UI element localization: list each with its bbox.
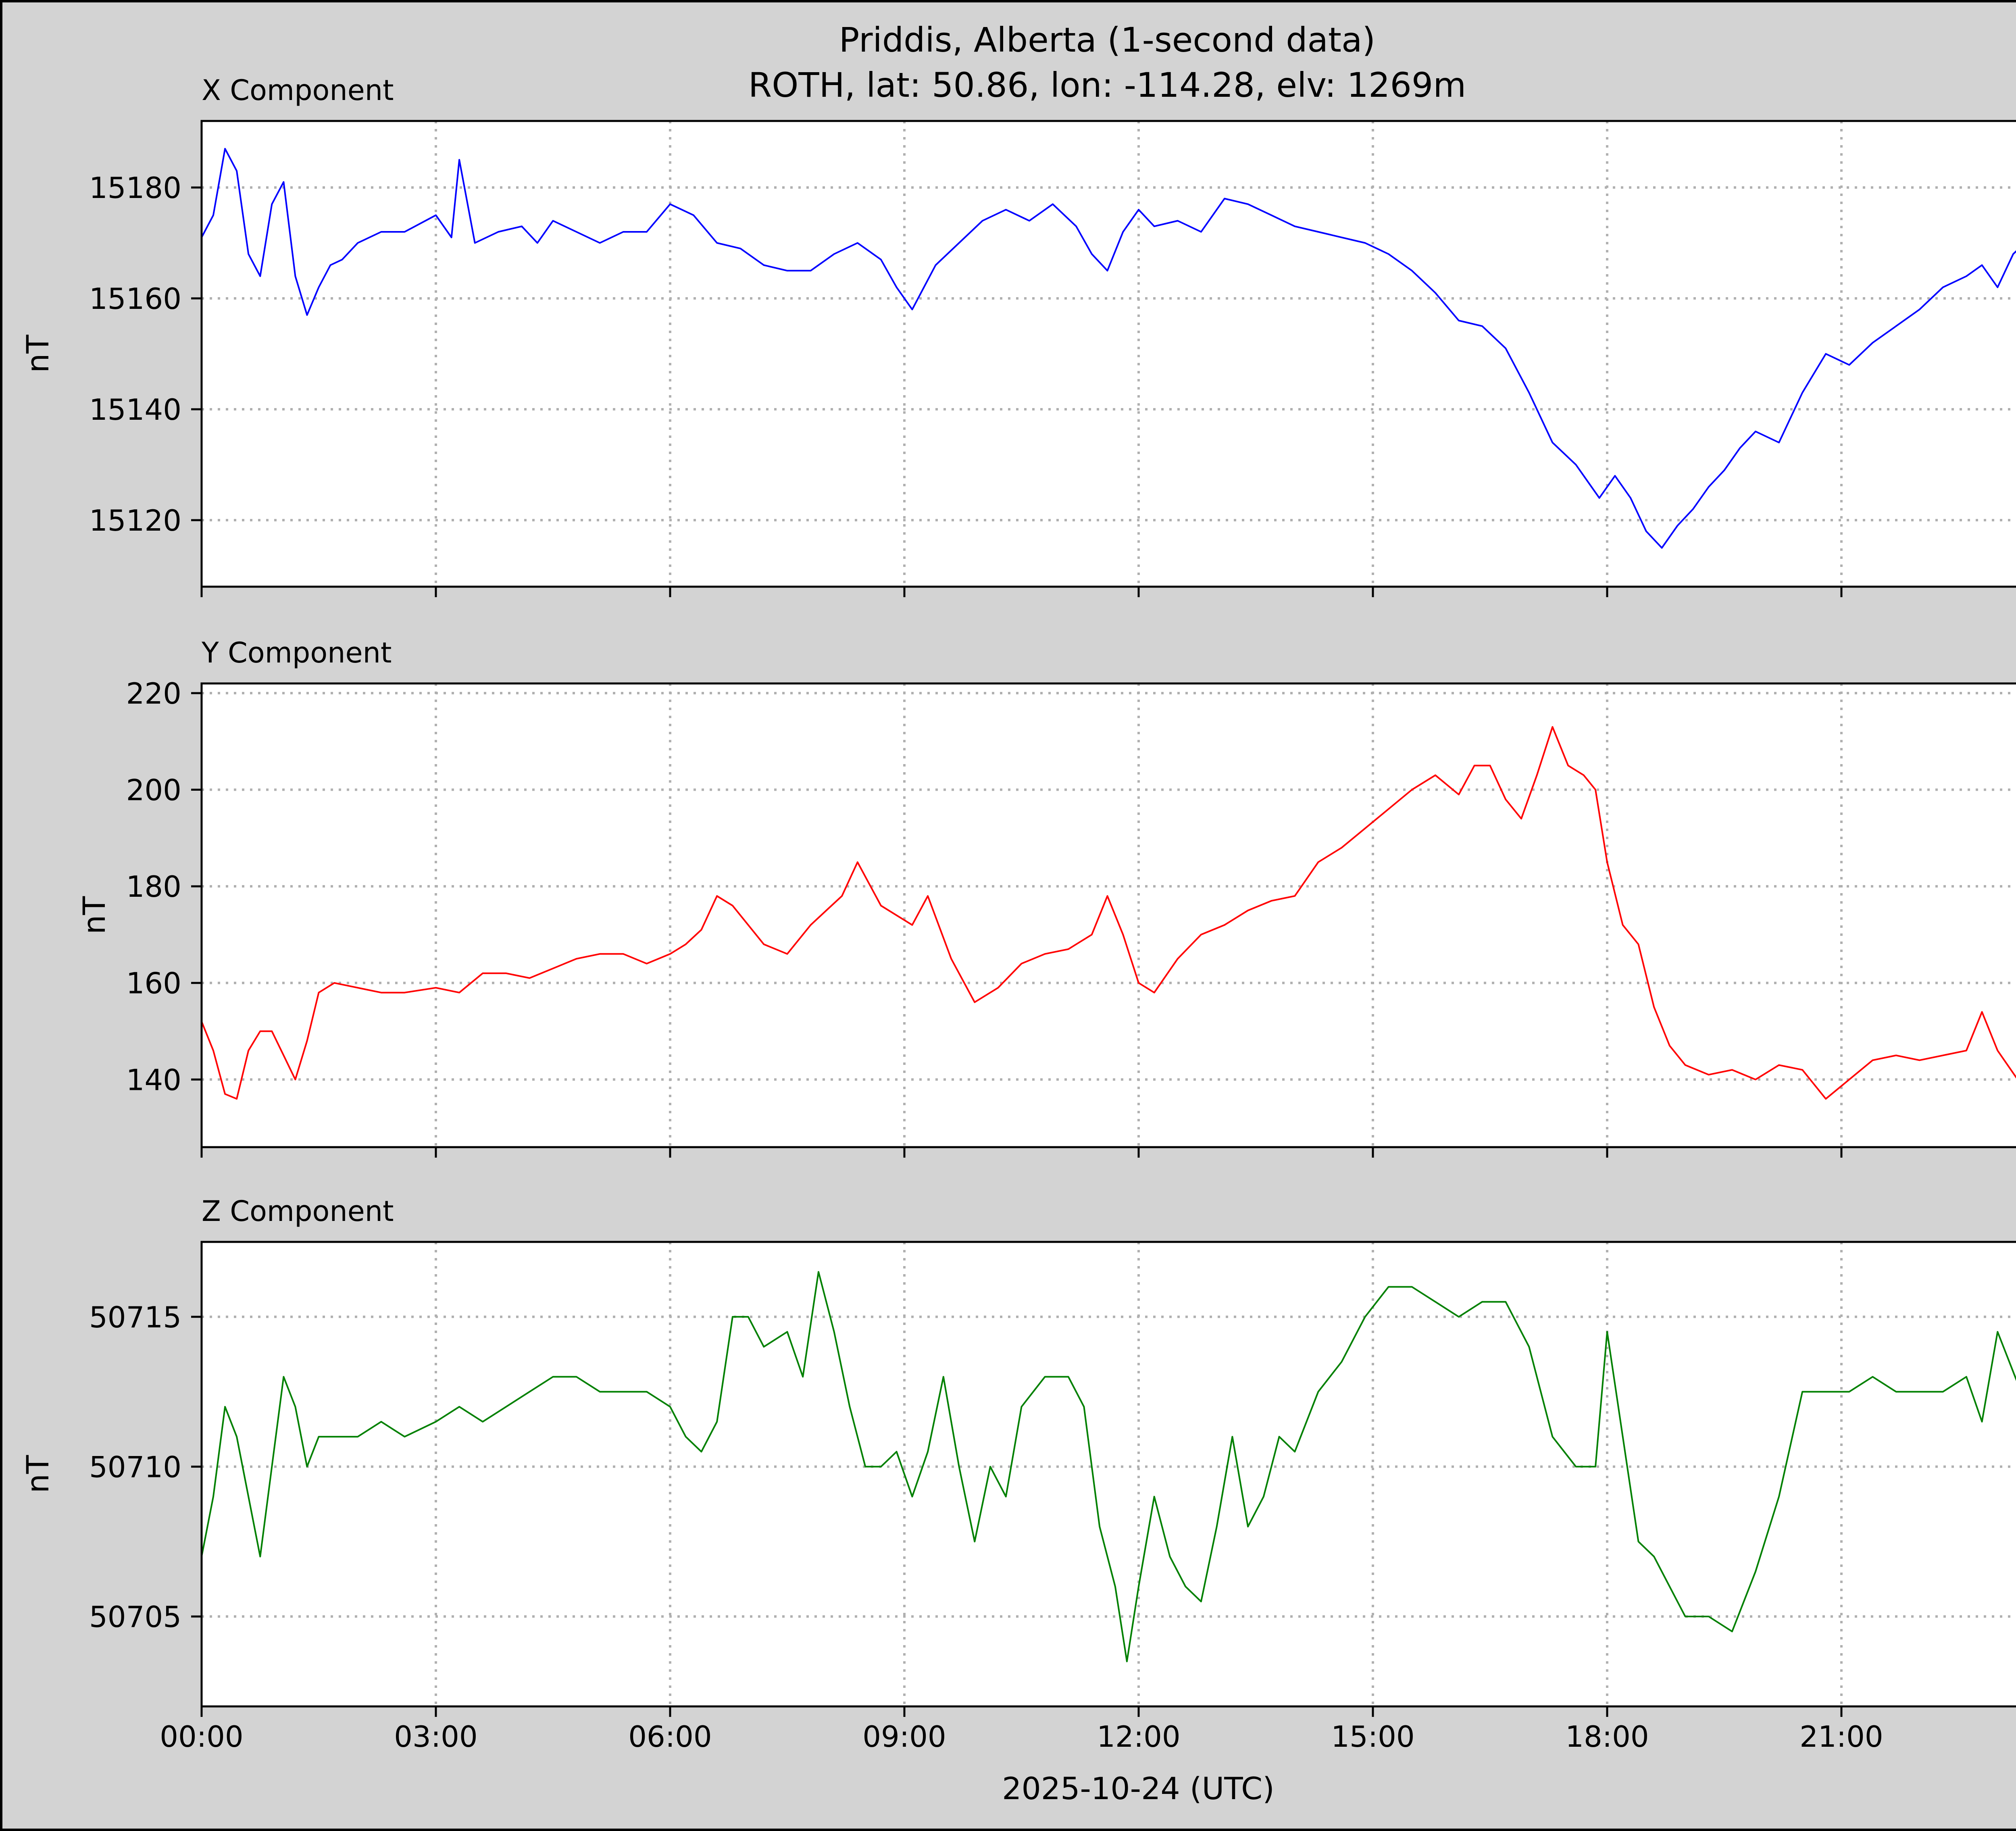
x-series-line [201, 148, 2016, 549]
z-xtick-label-6: 18:00 [1565, 1720, 1649, 1754]
z-ytick-label-1: 50710 [89, 1450, 181, 1484]
z-y-axis-label: nT [20, 1455, 56, 1493]
x-axis-label: 2025-10-24 (UTC) [1002, 1771, 1275, 1806]
y-panel-title: Y Component [201, 636, 392, 669]
x-component-panel: 15120 15140 15160 15180 X Component nT [20, 74, 2016, 597]
x-ytick-label-1: 15140 [89, 393, 181, 427]
x-ytick-label-2: 15160 [89, 282, 181, 316]
z-ytick-label-0: 50705 [89, 1600, 181, 1634]
figure-title-line1: Priddis, Alberta (1-second data) [839, 20, 1375, 60]
y-ytick-label-3: 200 [126, 773, 181, 807]
z-component-panel: 50705 50710 50715 00:00 03:00 06:00 09:00 12:00… [20, 1195, 2016, 1754]
y-plot-area [202, 683, 2016, 1147]
z-panel-title: Z Component [202, 1195, 394, 1228]
x-panel-title: X Component [202, 74, 394, 107]
z-xtick-label-0: 00:00 [160, 1720, 244, 1754]
z-xtick-label-7: 21:00 [1799, 1720, 1883, 1754]
x-y-axis-label: nT [20, 335, 56, 373]
z-xtick-label-1: 03:00 [394, 1720, 478, 1754]
z-series-line [201, 1271, 2016, 1662]
z-plot-area [202, 1242, 2016, 1706]
x-ytick-label-0: 15120 [89, 504, 181, 537]
figure-title-line2: ROTH, lat: 50.86, lon: -114.28, elv: 126… [748, 65, 1466, 105]
z-xtick-label-2: 06:00 [628, 1720, 712, 1754]
y-component-panel: 140 160 180 200 220 Y Component nT [76, 636, 2016, 1158]
y-ytick-label-0: 140 [126, 1063, 181, 1097]
y-ytick-label-4: 220 [126, 677, 181, 710]
y-ytick-label-2: 180 [126, 870, 181, 904]
x-ytick-label-3: 15180 [89, 171, 181, 205]
y-ytick-label-1: 160 [126, 967, 181, 1000]
z-ytick-label-2: 50715 [89, 1300, 181, 1334]
z-xtick-label-5: 15:00 [1331, 1720, 1415, 1754]
x-plot-area [202, 121, 2016, 587]
y-y-axis-label: nT [76, 896, 112, 934]
z-xtick-label-3: 09:00 [862, 1720, 946, 1754]
y-series-line [201, 726, 2016, 1100]
z-xtick-label-4: 12:00 [1097, 1720, 1181, 1754]
